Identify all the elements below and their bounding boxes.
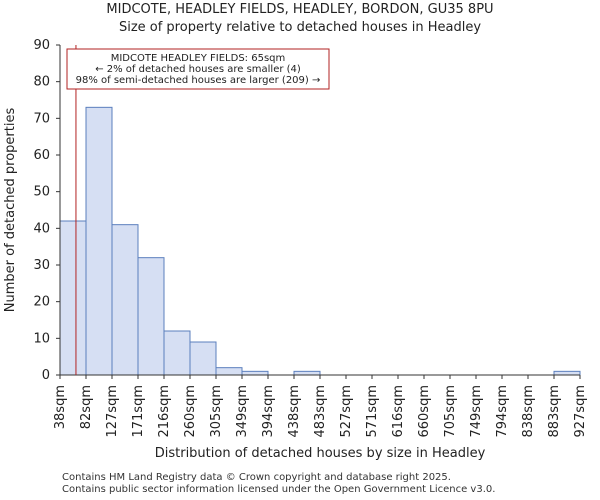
x-tick-label: 794sqm bbox=[495, 385, 510, 438]
histogram-bar bbox=[59, 220, 87, 376]
x-tick-label: 616sqm bbox=[391, 385, 406, 438]
x-tick-label: 38sqm bbox=[53, 385, 68, 429]
y-tick-label: 80 bbox=[33, 75, 50, 90]
annotation-larger: 98% of semi-detached houses are larger (… bbox=[76, 75, 321, 86]
x-tick-label: 127sqm bbox=[105, 385, 120, 438]
histogram-bar bbox=[163, 330, 191, 376]
x-tick-label: 660sqm bbox=[417, 385, 432, 438]
x-tick-label: 483sqm bbox=[313, 385, 328, 438]
x-tick-label: 749sqm bbox=[469, 385, 484, 438]
histogram-bar bbox=[553, 370, 581, 376]
x-tick-label: 260sqm bbox=[183, 385, 198, 438]
histogram-bar bbox=[85, 106, 113, 376]
x-tick-label: 527sqm bbox=[339, 385, 354, 438]
x-tick-label: 705sqm bbox=[443, 385, 458, 438]
y-tick-label: 20 bbox=[33, 295, 50, 310]
x-tick-label: 883sqm bbox=[547, 385, 562, 438]
histogram-bar bbox=[111, 224, 139, 376]
histogram-bar bbox=[189, 341, 217, 376]
y-tick-label: 60 bbox=[33, 148, 50, 163]
y-tick-label: 90 bbox=[33, 38, 50, 53]
y-tick-label: 30 bbox=[33, 258, 50, 273]
x-tick-label: 171sqm bbox=[131, 385, 146, 438]
y-axis-label: Number of detached properties bbox=[3, 108, 18, 313]
x-axis-label: Distribution of detached houses by size … bbox=[155, 446, 486, 461]
chart-title: Size of property relative to detached ho… bbox=[118, 20, 482, 35]
annotation-box bbox=[66, 48, 330, 90]
y-tick-label: 40 bbox=[33, 221, 50, 236]
x-tick-label: 571sqm bbox=[365, 385, 380, 438]
y-tick-label: 70 bbox=[33, 111, 50, 126]
x-tick-label: 438sqm bbox=[287, 385, 302, 438]
histogram-bar bbox=[215, 367, 243, 376]
x-tick-label: 394sqm bbox=[261, 385, 276, 438]
histogram-bar bbox=[241, 370, 269, 376]
chart-title-address: MIDCOTE, HEADLEY FIELDS, HEADLEY, BORDON… bbox=[106, 2, 494, 17]
histogram-chart: MIDCOTE HEADLEY FIELDS: 65sqm← 2% of det… bbox=[3, 38, 588, 461]
x-tick-label: 216sqm bbox=[157, 385, 172, 438]
x-tick-label: 838sqm bbox=[521, 385, 536, 438]
x-tick-label: 927sqm bbox=[573, 385, 588, 438]
annotation-smaller: ← 2% of detached houses are smaller (4) bbox=[95, 64, 301, 75]
x-tick-label: 349sqm bbox=[235, 385, 250, 438]
annotation-title: MIDCOTE HEADLEY FIELDS: 65sqm bbox=[111, 53, 286, 64]
histogram-bar bbox=[293, 370, 321, 376]
x-tick-label: 305sqm bbox=[209, 385, 224, 438]
footer-licence: Contains public sector information licen… bbox=[62, 484, 496, 495]
histogram-bar bbox=[137, 257, 165, 376]
y-tick-label: 0 bbox=[42, 368, 50, 383]
y-tick-label: 50 bbox=[33, 185, 50, 200]
y-tick-label: 10 bbox=[33, 331, 50, 346]
x-tick-label: 82sqm bbox=[79, 385, 94, 429]
footer-copyright: Contains HM Land Registry data © Crown c… bbox=[62, 472, 451, 483]
